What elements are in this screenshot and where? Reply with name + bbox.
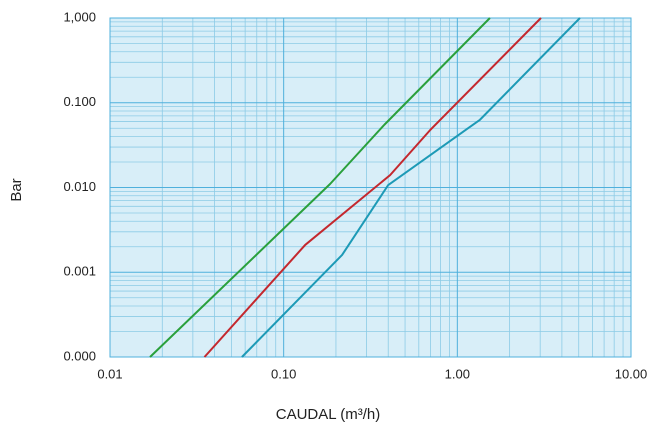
y-tick-label: 0.010 (63, 179, 96, 194)
x-tick-label: 10.00 (615, 366, 648, 381)
y-tick-label: 0.100 (63, 94, 96, 109)
y-tick-label: 0.000 (63, 348, 96, 363)
x-axis-title: CAUDAL (m³/h) (276, 406, 380, 423)
line (241, 17, 581, 358)
y-axis-title: Bar (8, 178, 25, 201)
x-tick-label: 1.00 (445, 366, 470, 381)
line (149, 17, 491, 358)
y-tick-label: 0.001 (63, 264, 96, 279)
x-tick-label: 0.10 (271, 366, 296, 381)
x-tick-label: 0.01 (97, 366, 122, 381)
plot-frame (109, 17, 632, 358)
line (203, 17, 542, 358)
y-tick-label: 1,000 (63, 9, 96, 24)
